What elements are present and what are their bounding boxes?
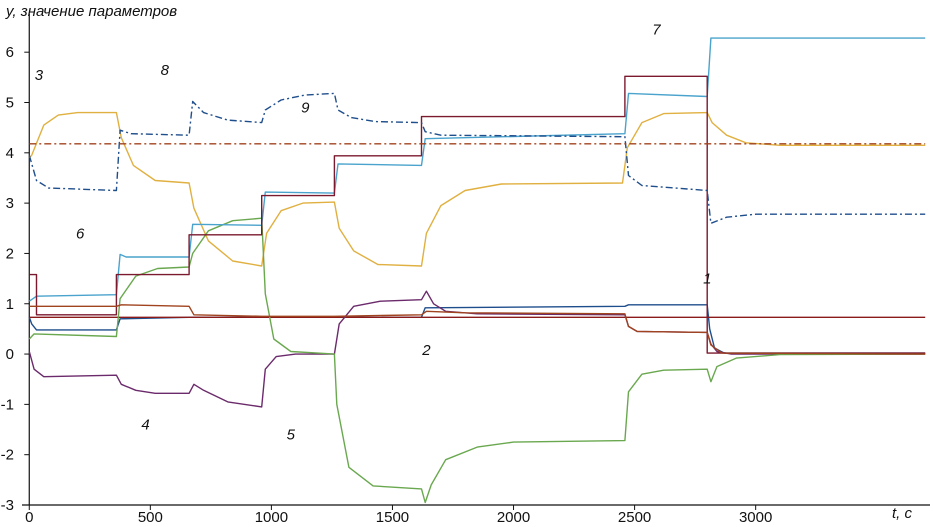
y-tick-label: -1	[1, 396, 14, 413]
annotation-label-9: 9	[301, 100, 310, 117]
y-tick-label: 0	[6, 346, 14, 363]
y-tick-label: 2	[6, 245, 14, 262]
annotation-label-5: 5	[287, 427, 296, 444]
series-lines	[28, 37, 926, 504]
series-line-1	[28, 304, 926, 354]
annotation-label-4: 4	[141, 417, 149, 434]
x-tick-label: 1500	[376, 509, 409, 526]
series-line-5	[28, 217, 926, 504]
y-tick-label: 1	[6, 296, 14, 313]
y-tick-label: 6	[6, 44, 14, 61]
series-line-8	[28, 92, 926, 225]
y-tick-label: 4	[6, 145, 14, 162]
series-line-4	[28, 290, 926, 408]
y-axis-title: y, значение параметров	[5, 3, 177, 20]
annotation-label-3: 3	[35, 67, 44, 84]
x-tick-label: 2000	[497, 509, 530, 526]
annotation-label-1: 1	[703, 271, 711, 288]
y-tick-label: -3	[1, 497, 14, 514]
series-line-2b	[29, 304, 926, 355]
axes: y, значение параметров t, с	[5, 3, 930, 522]
annotation-label-8: 8	[161, 62, 170, 79]
y-tick-label: 5	[6, 95, 14, 112]
y-tick-label: -2	[1, 447, 14, 464]
annotation-label-6: 6	[76, 225, 85, 242]
x-tick-label: 0	[25, 509, 33, 526]
ticks: -3 -2 -1 0 1 2 3 4 5 6 0 500 1000 1500 2000 2500 3000	[1, 44, 773, 526]
x-tick-label: 1000	[255, 509, 288, 526]
series-line-3	[28, 111, 926, 267]
x-tick-label: 500	[138, 509, 163, 526]
annotation-label-7: 7	[652, 22, 661, 39]
series-line-7	[29, 75, 926, 354]
x-tick-label: 2500	[618, 509, 651, 526]
series-line-6	[28, 37, 926, 302]
x-tick-label: 3000	[739, 509, 772, 526]
y-tick-label: 3	[6, 195, 14, 212]
annotation-label-2: 2	[421, 342, 431, 359]
x-axis-title: t, с	[892, 505, 913, 522]
annotations: 1 2 3 4 5 6 7 8 9	[35, 22, 712, 444]
